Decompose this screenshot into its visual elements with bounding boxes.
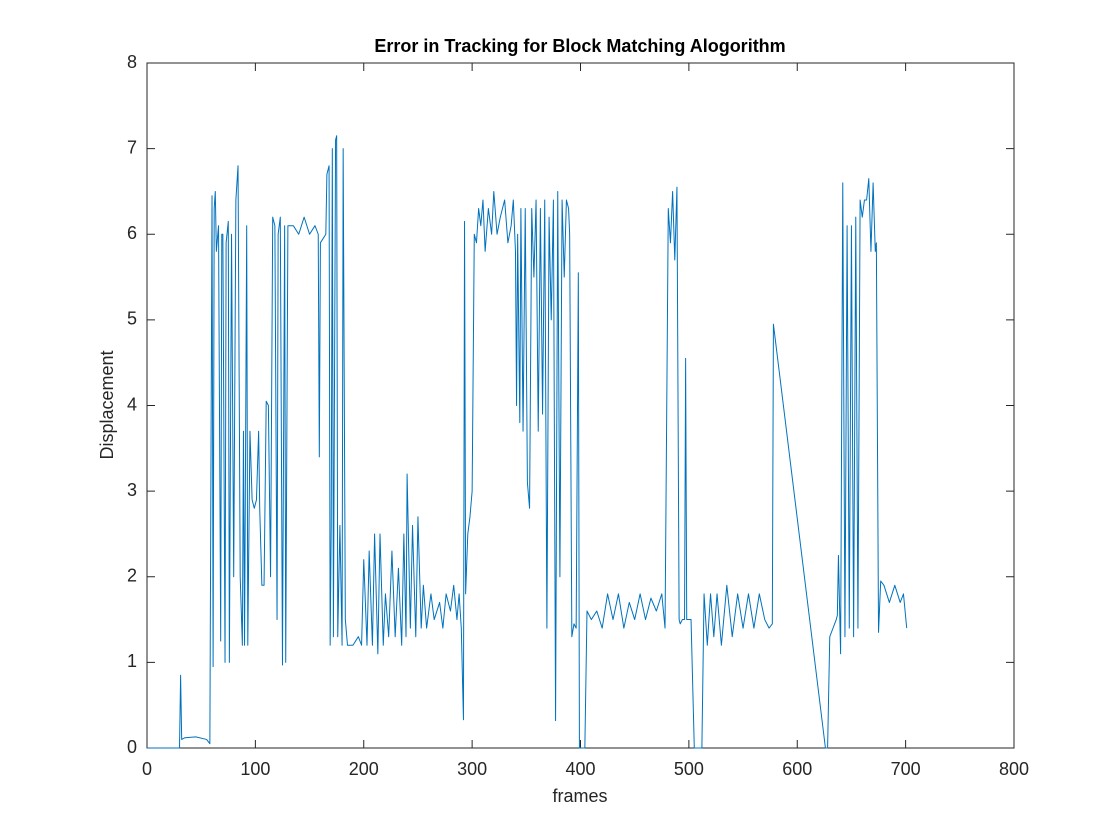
y-tick-label: 5 <box>127 309 137 329</box>
x-axis-label: frames <box>552 786 607 806</box>
x-tick-label: 200 <box>349 759 379 779</box>
x-tick-label: 800 <box>999 759 1029 779</box>
x-tick-label: 600 <box>782 759 812 779</box>
y-tick-label: 7 <box>127 137 137 157</box>
y-tick-label: 2 <box>127 566 137 586</box>
x-tick-label: 0 <box>142 759 152 779</box>
x-tick-label: 300 <box>457 759 487 779</box>
x-tick-label: 700 <box>891 759 921 779</box>
y-tick-label: 8 <box>127 52 137 72</box>
y-tick-label: 1 <box>127 651 137 671</box>
data-line <box>147 135 908 749</box>
y-tick-label: 3 <box>127 480 137 500</box>
y-axis-label: Displacement <box>97 350 117 459</box>
x-tick-label: 400 <box>565 759 595 779</box>
x-tick-label: 100 <box>240 759 270 779</box>
chart-title: Error in Tracking for Block Matching Alo… <box>374 36 785 56</box>
y-tick-label: 6 <box>127 223 137 243</box>
y-tick-label: 4 <box>127 394 137 414</box>
x-tick-label: 500 <box>674 759 704 779</box>
y-tick-label: 0 <box>127 737 137 757</box>
